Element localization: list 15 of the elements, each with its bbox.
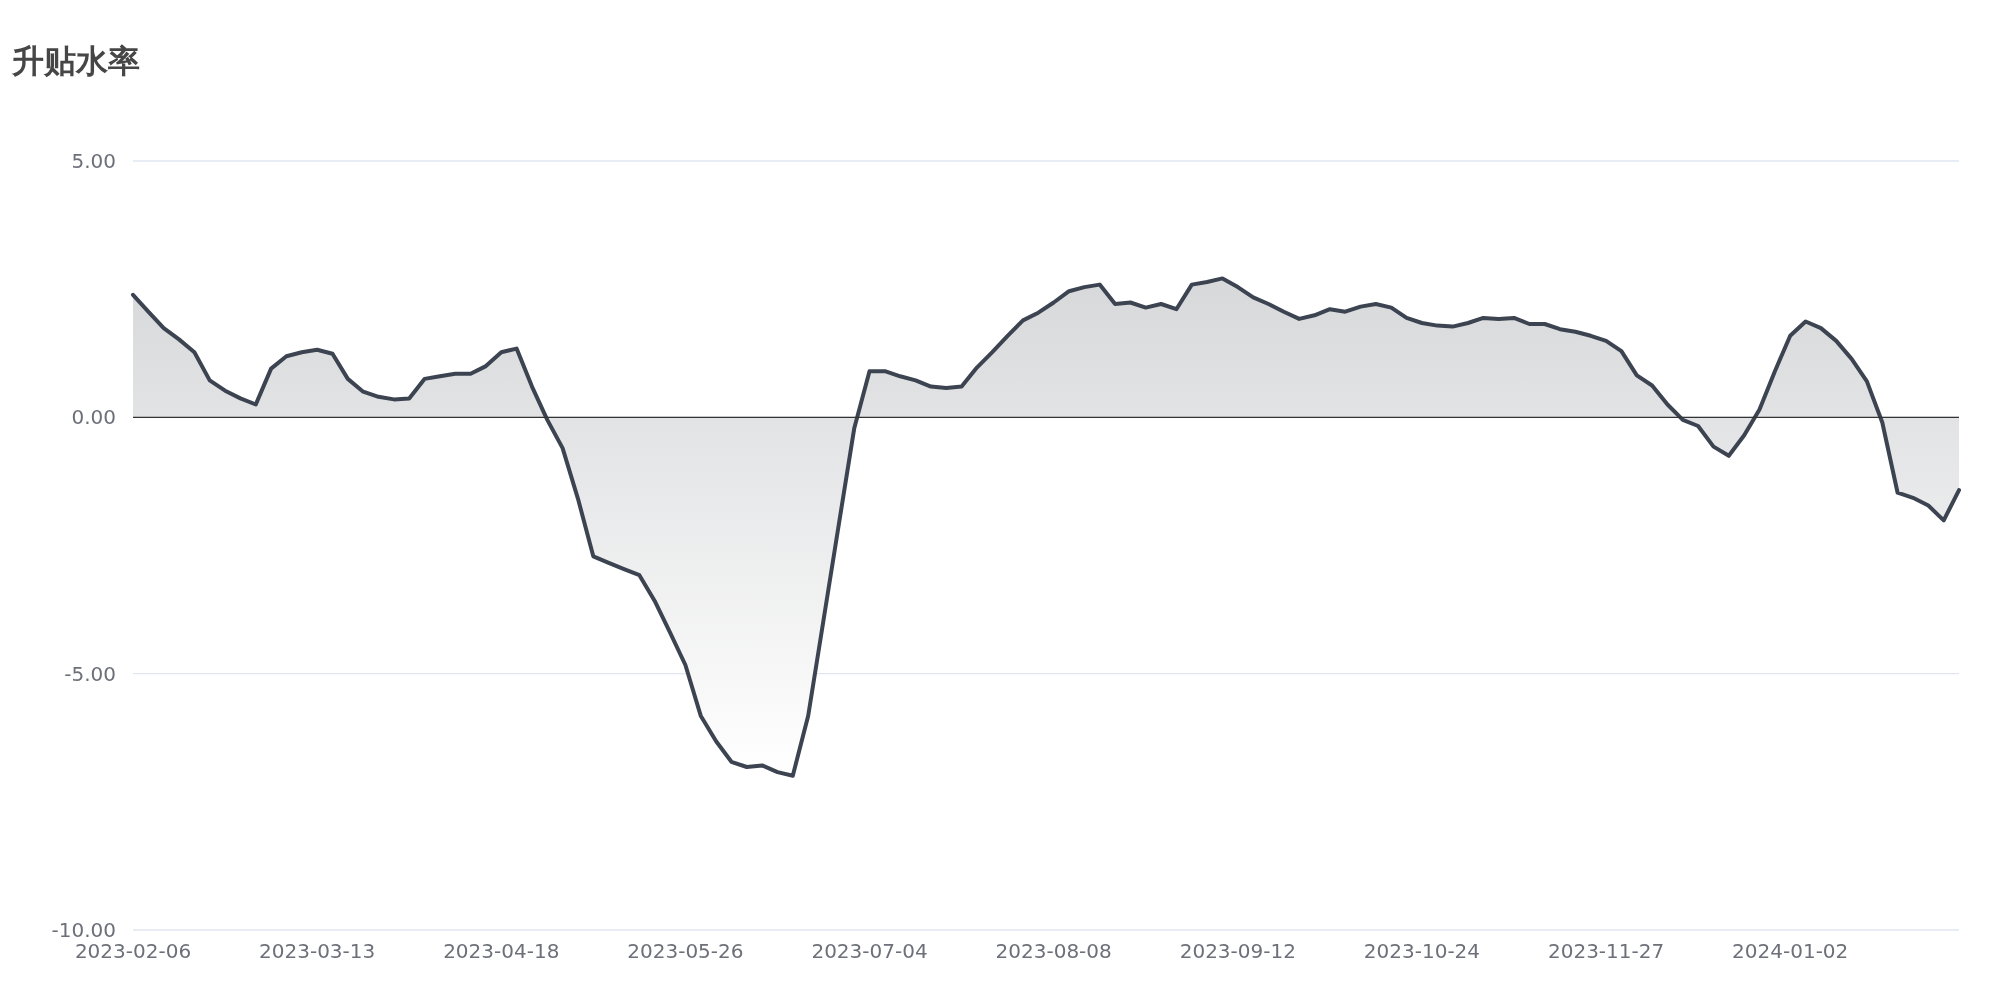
x-tick-label: 2023-09-12 [1179,939,1296,963]
y-tick-label: 5.00 [71,149,116,173]
x-tick-label: 2023-10-24 [1363,939,1481,963]
y-tick-label: -5.00 [64,661,116,686]
x-tick-label: 2023-03-13 [259,939,376,963]
x-tick-label: 2023-05-26 [627,939,744,963]
x-tick-label: 2023-08-08 [995,939,1112,963]
y-tick-label: -10.00 [51,918,116,942]
x-tick-label: 2024-01-02 [1732,939,1849,963]
y-tick-label: 0.00 [71,405,116,430]
chart-title: 升贴水率 [11,42,140,80]
x-tick-label: 2023-02-06 [74,939,192,963]
x-tick-label: 2023-04-18 [443,939,560,963]
x-tick-label: 2023-11-27 [1547,939,1665,963]
x-tick-label: 2023-07-04 [811,939,928,963]
